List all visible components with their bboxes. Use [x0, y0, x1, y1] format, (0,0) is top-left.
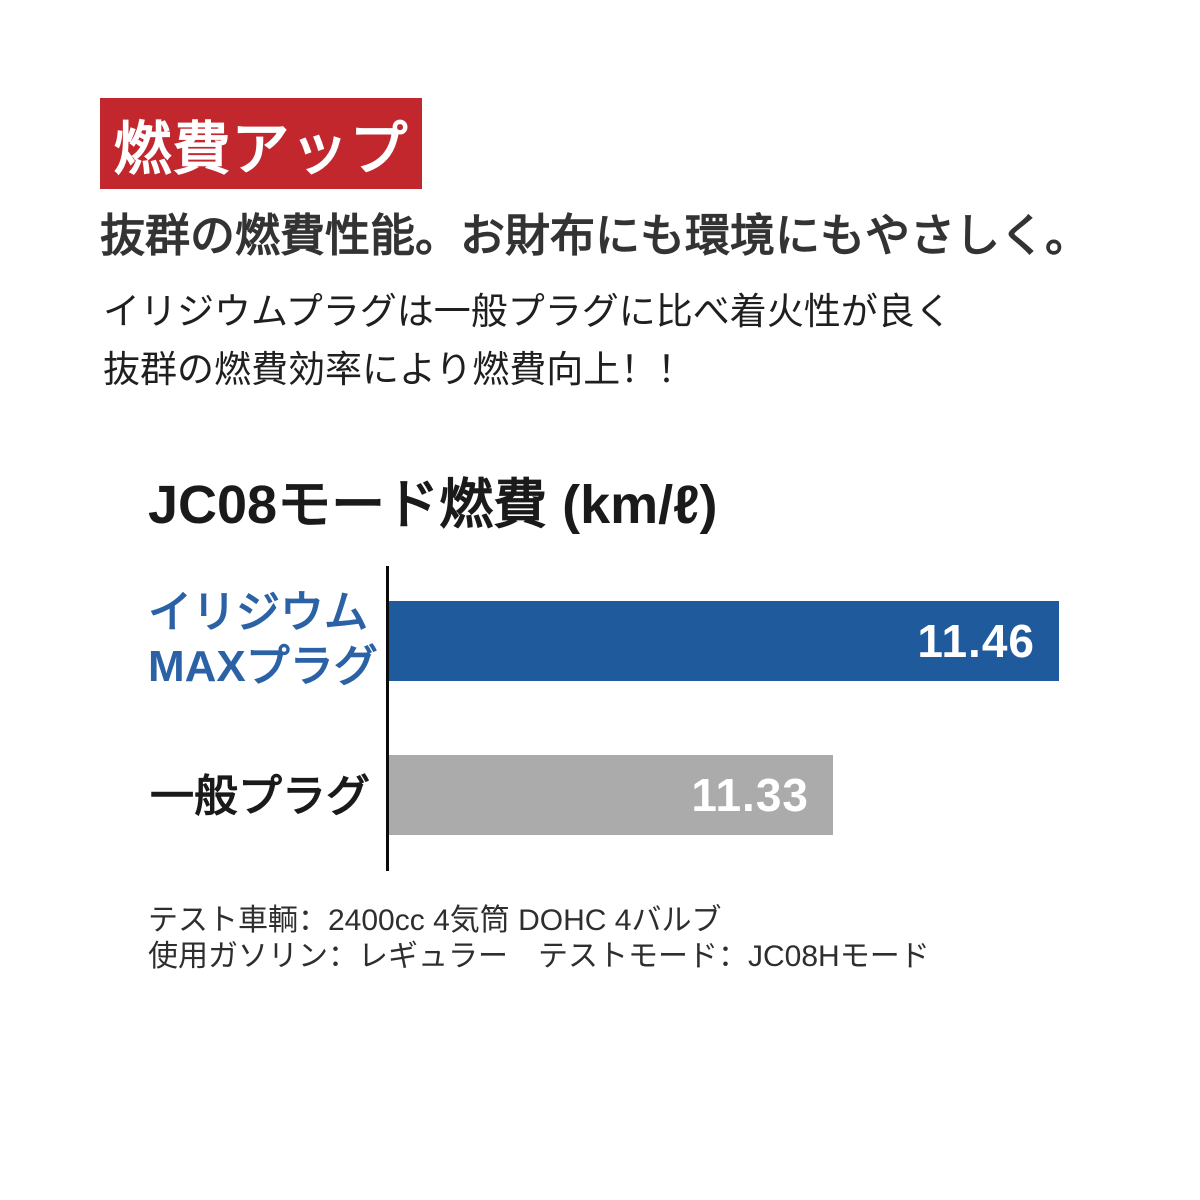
- bar-label-standard-plug: 一般プラグ: [150, 772, 370, 821]
- fuel-up-badge-label: 燃費アップ: [113, 116, 409, 182]
- bar-label-iridium-max-plug: イリジウム MAXプラグ: [148, 588, 378, 691]
- bar-value-iridium-max-plug: 11.46: [917, 615, 1035, 667]
- headline: 抜群の燃費性能。お財布にも環境にもやさしく。: [100, 210, 1091, 261]
- body-line-1: イリジウムプラグは一般プラグに比べ着火性が良く: [103, 291, 952, 332]
- chart-axis-line: [386, 566, 389, 871]
- footnote-test-vehicle: テスト車輌：2400cc 4気筒 DOHC 4バルブ: [148, 904, 722, 937]
- chart-title: JC08モード燃費 (km/ℓ): [148, 475, 718, 535]
- body-line-2: 抜群の燃費効率により燃費向上！！: [103, 349, 695, 390]
- bar-value-standard-plug: 11.33: [691, 769, 809, 821]
- footnote-fuel-and-mode: 使用ガソリン：レギュラー テストモード：JC08Hモード: [148, 940, 930, 973]
- fuel-up-badge: 燃費アップ: [100, 98, 422, 189]
- bar-standard-plug: 11.33: [389, 755, 833, 835]
- bar-iridium-max-plug: 11.46: [389, 601, 1059, 681]
